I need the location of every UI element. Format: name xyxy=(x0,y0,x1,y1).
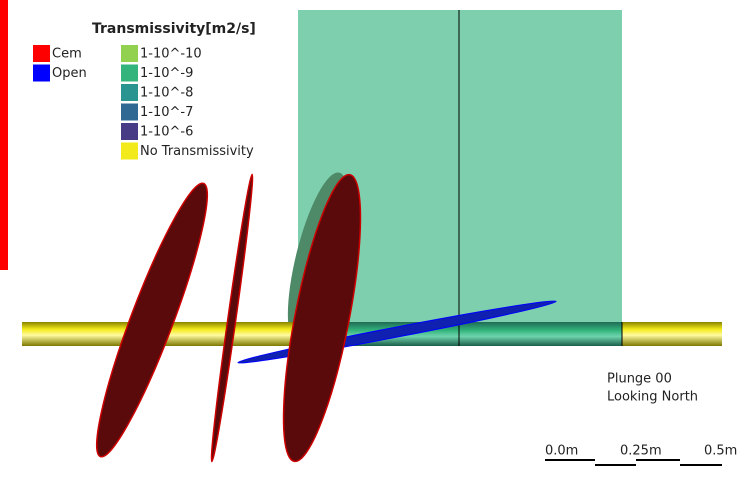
legend-label: No Transmissivity xyxy=(140,144,254,159)
borehole-segment xyxy=(622,322,722,346)
scale-label: 0.25m xyxy=(620,444,662,459)
legend-label: 1-10^-6 xyxy=(140,125,193,140)
legend-swatch xyxy=(121,143,138,160)
direction-label: Looking North xyxy=(607,390,698,405)
scale-label: 0.5m xyxy=(704,444,737,459)
legend-label: 1-10^-8 xyxy=(140,86,193,101)
side-bar xyxy=(0,0,8,270)
legend-title: Transmissivity[m2/s] xyxy=(92,21,256,37)
scale-label: 0.0m xyxy=(545,444,578,459)
fracture xyxy=(208,174,256,462)
legend: Cem Open 1-10^-10 1-10^-9 1-10^-8 1-10^-7 1-10… xyxy=(33,45,254,160)
legend-swatch xyxy=(121,65,138,82)
legend-label: Open xyxy=(52,66,87,81)
legend-swatch xyxy=(33,65,50,82)
legend-swatch xyxy=(121,84,138,101)
fracture xyxy=(81,176,224,464)
scene: Transmissivity[m2/s] Cem Open 1-10^-10 1-10… xyxy=(0,0,746,493)
legend-label: 1-10^-10 xyxy=(140,47,202,62)
scale-bar xyxy=(545,460,722,465)
legend-swatch xyxy=(121,45,138,62)
legend-label: 1-10^-9 xyxy=(140,66,193,81)
legend-label: 1-10^-7 xyxy=(140,105,193,120)
plunge-label: Plunge 00 xyxy=(607,372,672,387)
legend-swatch xyxy=(33,45,50,62)
legend-label: Cem xyxy=(52,47,82,62)
legend-swatch xyxy=(121,104,138,121)
legend-swatch xyxy=(121,123,138,140)
